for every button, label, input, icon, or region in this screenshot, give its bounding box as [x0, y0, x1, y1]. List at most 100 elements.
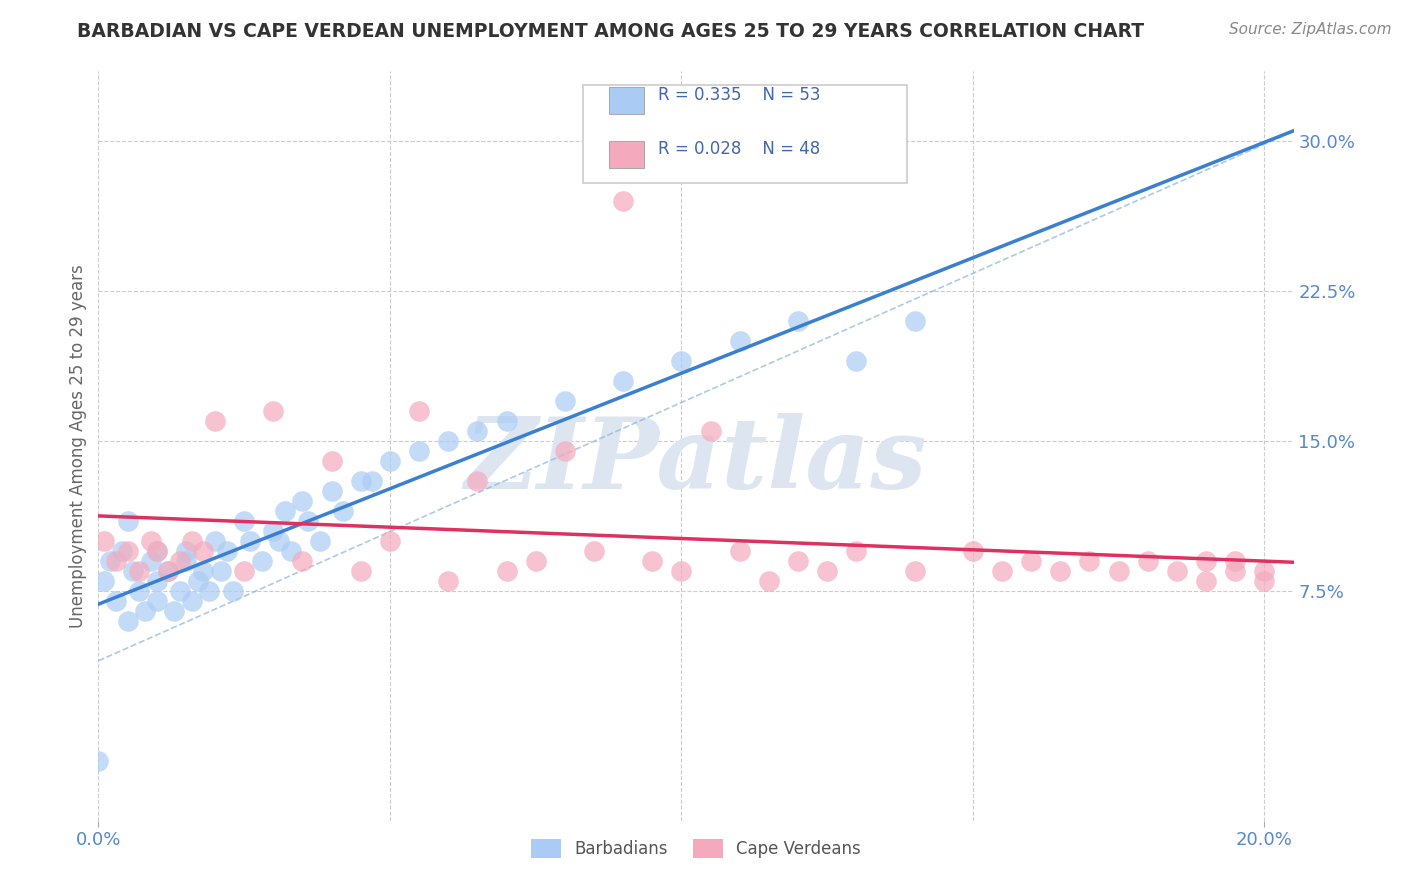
Point	[128, 583, 150, 598]
Point	[612, 194, 634, 209]
Point	[174, 544, 197, 558]
Point	[98, 554, 121, 568]
Point	[437, 434, 460, 448]
Point	[269, 533, 291, 548]
Point	[787, 314, 810, 328]
Point	[1253, 574, 1275, 588]
Point	[193, 544, 215, 558]
Point	[233, 564, 256, 578]
Point	[93, 574, 115, 588]
Point	[139, 554, 162, 568]
Point	[262, 404, 284, 418]
Point	[221, 583, 243, 598]
Point	[728, 334, 751, 348]
Point	[122, 564, 145, 578]
Point	[145, 544, 167, 558]
Point	[1019, 554, 1042, 568]
Point	[291, 554, 314, 568]
Point	[233, 514, 256, 528]
Point	[169, 583, 191, 598]
Point	[209, 564, 232, 578]
Point	[139, 533, 162, 548]
Point	[145, 574, 167, 588]
Point	[87, 754, 110, 768]
Point	[612, 374, 634, 388]
Point	[554, 444, 576, 458]
Point	[582, 544, 605, 558]
Point	[174, 554, 197, 568]
Point	[671, 564, 693, 578]
Point	[215, 544, 238, 558]
Point	[128, 564, 150, 578]
Point	[117, 544, 139, 558]
Text: R = 0.028    N = 48: R = 0.028 N = 48	[658, 140, 820, 158]
Point	[845, 544, 868, 558]
Point	[350, 474, 373, 488]
Point	[280, 544, 302, 558]
Point	[437, 574, 460, 588]
Point	[699, 424, 721, 438]
Point	[467, 424, 489, 438]
Point	[163, 604, 186, 618]
Point	[1225, 564, 1247, 578]
Text: BARBADIAN VS CAPE VERDEAN UNEMPLOYMENT AMONG AGES 25 TO 29 YEARS CORRELATION CHA: BARBADIAN VS CAPE VERDEAN UNEMPLOYMENT A…	[77, 22, 1144, 41]
Point	[1195, 574, 1218, 588]
Point	[787, 554, 810, 568]
Point	[204, 533, 226, 548]
Point	[111, 544, 134, 558]
Y-axis label: Unemployment Among Ages 25 to 29 years: Unemployment Among Ages 25 to 29 years	[69, 264, 87, 628]
Point	[321, 483, 343, 498]
Point	[117, 614, 139, 628]
Point	[903, 314, 925, 328]
Point	[186, 574, 208, 588]
Point	[93, 533, 115, 548]
Text: Source: ZipAtlas.com: Source: ZipAtlas.com	[1229, 22, 1392, 37]
Text: ZIPatlas: ZIPatlas	[465, 413, 927, 509]
Point	[962, 544, 984, 558]
Point	[250, 554, 273, 568]
Point	[671, 354, 693, 368]
Point	[198, 583, 221, 598]
Point	[1136, 554, 1159, 568]
Point	[157, 564, 180, 578]
Point	[524, 554, 547, 568]
Point	[309, 533, 332, 548]
Point	[350, 564, 373, 578]
Point	[903, 564, 925, 578]
Point	[145, 544, 167, 558]
Point	[1078, 554, 1101, 568]
Point	[1049, 564, 1071, 578]
Point	[1253, 564, 1275, 578]
Point	[134, 604, 156, 618]
Point	[845, 354, 868, 368]
Text: R = 0.335    N = 53: R = 0.335 N = 53	[658, 87, 821, 104]
Point	[378, 533, 401, 548]
Point	[758, 574, 780, 588]
Point	[204, 414, 226, 428]
Point	[815, 564, 838, 578]
Point	[321, 454, 343, 468]
Point	[157, 564, 180, 578]
Point	[104, 594, 127, 608]
Point	[361, 474, 384, 488]
Point	[641, 554, 664, 568]
Point	[291, 494, 314, 508]
Point	[1195, 554, 1218, 568]
Point	[495, 414, 517, 428]
Point	[104, 554, 127, 568]
Point	[408, 404, 430, 418]
Legend: Barbadians, Cape Verdeans: Barbadians, Cape Verdeans	[524, 832, 868, 864]
Point	[297, 514, 319, 528]
Point	[495, 564, 517, 578]
Point	[262, 524, 284, 538]
Point	[554, 394, 576, 409]
Point	[728, 544, 751, 558]
Point	[145, 594, 167, 608]
Point	[1166, 564, 1188, 578]
Point	[117, 514, 139, 528]
Point	[467, 474, 489, 488]
Point	[193, 564, 215, 578]
Point	[1108, 564, 1130, 578]
Point	[274, 504, 297, 518]
Point	[1225, 554, 1247, 568]
